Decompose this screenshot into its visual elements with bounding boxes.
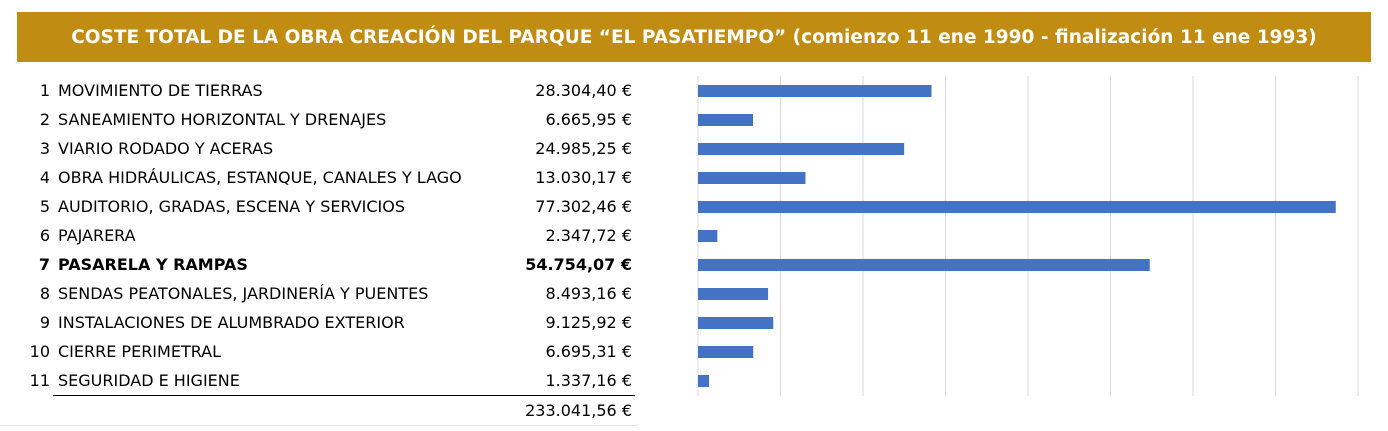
- row-item-name: SEGURIDAD E HIGIENE: [58, 371, 240, 390]
- total-value: 233.041,56 €: [525, 401, 632, 420]
- table-row: 5 AUDITORIO, GRADAS, ESCENA Y SERVICIOS 77…: [20, 192, 640, 221]
- table-bottom-edge: [0, 425, 638, 426]
- row-item-name: OBRA HIDRÁULICAS, ESTANQUE, CANALES Y LA…: [58, 168, 462, 187]
- bar-1: [698, 85, 932, 97]
- bar-5: [698, 201, 1336, 213]
- bar-10: [698, 346, 754, 358]
- bar-9: [698, 317, 774, 329]
- bar-4: [698, 172, 806, 184]
- table-row: 11 SEGURIDAD E HIGIENE 1.337,16 €: [20, 366, 640, 395]
- table-row: 7 PASARELA Y RAMPAS 54.754,07 €: [20, 250, 640, 279]
- row-cost-value: 13.030,17 €: [535, 168, 632, 187]
- bar-2: [698, 114, 753, 126]
- row-number: 1: [39, 81, 50, 100]
- row-number: 9: [39, 313, 50, 332]
- table-row: 4 OBRA HIDRÁULICAS, ESTANQUE, CANALES Y L…: [20, 163, 640, 192]
- row-item-name: AUDITORIO, GRADAS, ESCENA Y SERVICIOS: [58, 197, 406, 216]
- row-number: 8: [39, 284, 50, 303]
- row-cost-value: 9.125,92 €: [545, 313, 632, 332]
- row-number: 2: [39, 110, 50, 129]
- row-number: 10: [29, 342, 50, 361]
- row-item-name: PAJARERA: [58, 226, 136, 245]
- row-cost-value: 2.347,72 €: [545, 226, 632, 245]
- total-rule: [53, 395, 635, 396]
- bar-11: [698, 375, 710, 387]
- table-row: 6 PAJARERA 2.347,72 €: [20, 221, 640, 250]
- row-number: 7: [38, 255, 50, 274]
- row-cost-value: 6.665,95 €: [545, 110, 632, 129]
- row-cost-value: 77.302,46 €: [535, 197, 632, 216]
- row-item-name: INSTALACIONES DE ALUMBRADO EXTERIOR: [58, 313, 405, 332]
- table-row: 8 SENDAS PEATONALES, JARDINERÍA Y PUENTES…: [20, 279, 640, 308]
- row-cost-value: 8.493,16 €: [545, 284, 632, 303]
- title-bar: COSTE TOTAL DE LA OBRA CREACIÓN DEL PARQ…: [17, 12, 1371, 62]
- table-row: 2 SANEAMIENTO HORIZONTAL Y DRENAJES 6.665,…: [20, 105, 640, 134]
- row-item-name: SENDAS PEATONALES, JARDINERÍA Y PUENTES: [58, 284, 429, 303]
- table-row: 1 MOVIMIENTO DE TIERRAS 28.304,40 €: [20, 76, 640, 105]
- table-row: 9 INSTALACIONES DE ALUMBRADO EXTERIOR 9.12…: [20, 308, 640, 337]
- row-item-name: MOVIMIENTO DE TIERRAS: [58, 81, 263, 100]
- row-number: 5: [39, 197, 50, 216]
- row-cost-value: 24.985,25 €: [535, 139, 632, 158]
- row-number: 4: [39, 168, 50, 187]
- bar-3: [698, 143, 905, 155]
- row-item-name: PASARELA Y RAMPAS: [58, 255, 248, 274]
- table-row: 3 VIARIO RODADO Y ACERAS 24.985,25 €: [20, 134, 640, 163]
- row-number: 3: [39, 139, 50, 158]
- row-item-name: SANEAMIENTO HORIZONTAL Y DRENAJES: [58, 110, 387, 129]
- bar-7: [698, 259, 1150, 271]
- row-item-name: VIARIO RODADO Y ACERAS: [58, 139, 274, 158]
- page-title: COSTE TOTAL DE LA OBRA CREACIÓN DEL PARQ…: [71, 26, 1317, 48]
- row-number: 11: [29, 371, 50, 390]
- row-cost-value: 1.337,16 €: [545, 371, 632, 390]
- row-cost-value: 54.754,07 €: [525, 255, 632, 274]
- row-item-name: CIERRE PERIMETRAL: [58, 342, 222, 361]
- bar-6: [698, 230, 718, 242]
- row-cost-value: 6.695,31 €: [545, 342, 632, 361]
- bar-8: [698, 288, 769, 300]
- row-cost-value: 28.304,40 €: [535, 81, 632, 100]
- table-row: 10 CIERRE PERIMETRAL 6.695,31 €: [20, 337, 640, 366]
- row-number: 6: [39, 226, 50, 245]
